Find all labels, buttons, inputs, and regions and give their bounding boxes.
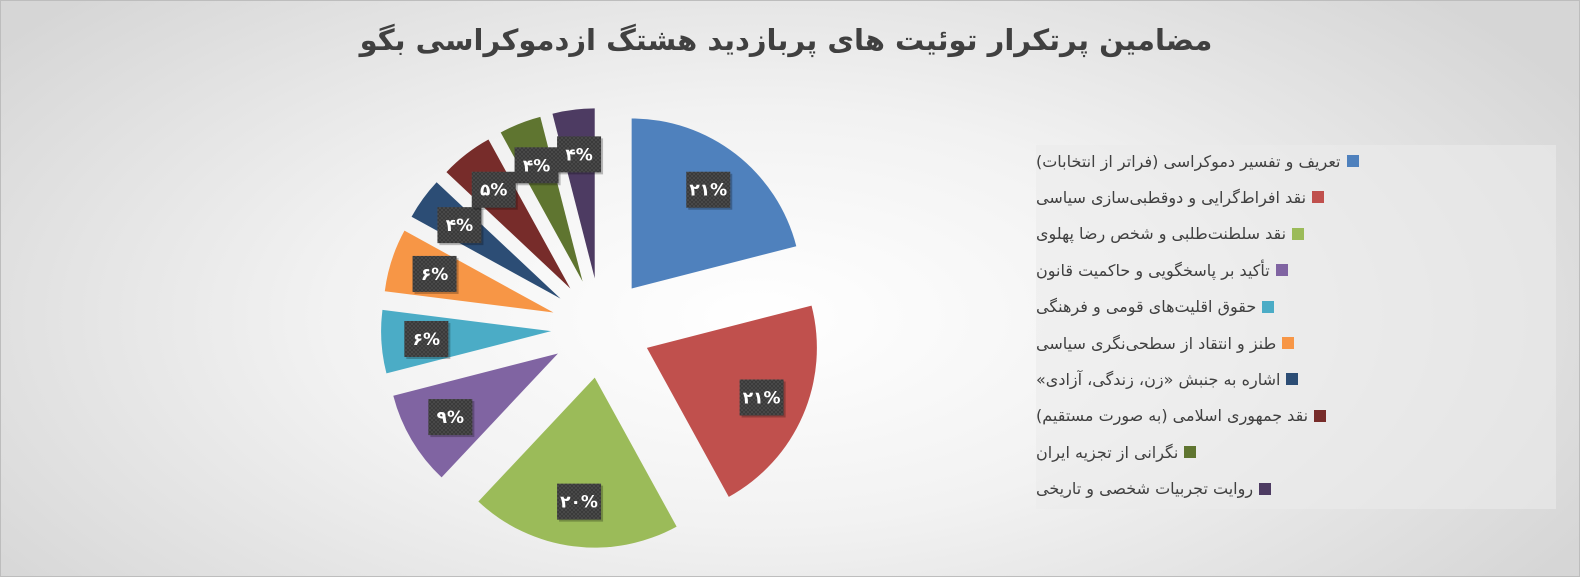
- data-label-text: ۲۱%: [689, 181, 727, 201]
- legend-label: حقوق اقلیت‌های قومی و فرهنگی: [1036, 297, 1257, 317]
- legend-item: حقوق اقلیت‌های قومی و فرهنگی: [1036, 295, 1464, 319]
- legend-label: اشاره به جنبش «زن، زندگی، آزادی»: [1036, 369, 1281, 389]
- legend-item: روایت تجربیات شخصی و تاریخی: [1036, 477, 1464, 501]
- data-label: ۹%: [428, 399, 475, 438]
- data-label-text: ۶%: [413, 330, 440, 350]
- pie-slice: [384, 230, 554, 313]
- legend-swatch: [1262, 300, 1275, 313]
- legend-item: نقد افراط‌گرایی و دوقطبی‌سازی سیاسی: [1036, 185, 1464, 209]
- pie-slice: [478, 377, 677, 548]
- legend-item: نقد سلطنت‌طلبی و شخص رضا پهلوی: [1036, 222, 1464, 246]
- legend-swatch: [1259, 482, 1272, 495]
- data-label: ۴%: [557, 136, 604, 175]
- data-label: ۴%: [437, 207, 484, 246]
- legend-item: تأکید بر پاسخگویی و حاکمیت قانون: [1036, 258, 1464, 282]
- legend-item: طنز و انتقاد از سطحی‌نگری سیاسی: [1036, 331, 1464, 355]
- data-label-text: ۴%: [565, 145, 592, 165]
- data-label: ۲۰%: [557, 483, 604, 522]
- data-label-text: ۹%: [437, 408, 464, 428]
- data-label-text: ۴%: [523, 156, 550, 176]
- legend-label: تعریف و تفسیر دموکراسی (فراتر از انتخابا…: [1036, 151, 1341, 171]
- legend-swatch: [1312, 191, 1325, 204]
- legend-swatch: [1184, 446, 1197, 459]
- data-label: ۵%: [471, 171, 518, 210]
- data-label-text: ۶%: [421, 265, 448, 285]
- legend-swatch: [1282, 337, 1295, 349]
- legend: تعریف و تفسیر دموکراسی (فراتر از انتخابا…: [1036, 145, 1556, 509]
- data-label: ۶%: [412, 255, 459, 294]
- data-label: ۲۱%: [686, 171, 733, 210]
- data-label-text: ۲۱%: [743, 389, 781, 409]
- legend-swatch: [1275, 264, 1288, 277]
- legend-label: نگرانی از تجزیه ایران: [1036, 442, 1179, 462]
- legend-label: تأکید بر پاسخگویی و حاکمیت قانون: [1036, 260, 1270, 280]
- legend-label: طنز و انتقاد از سطحی‌نگری سیاسی: [1036, 333, 1277, 353]
- pie-chart: ۲۱% ۲۱% ۲۰% ۹% ۶% ۶% ۴% ۵% ۴% ۴%: [381, 108, 817, 548]
- data-label: ۴%: [514, 147, 561, 186]
- legend-label: نقد جمهوری اسلامی (به صورت مستقیم): [1036, 406, 1309, 426]
- data-label-text: ۲۰%: [560, 493, 598, 513]
- legend-item: تعریف و تفسیر دموکراسی (فراتر از انتخابا…: [1036, 149, 1464, 173]
- legend-swatch: [1286, 373, 1299, 386]
- legend-swatch: [1346, 155, 1359, 167]
- data-label-text: ۴%: [446, 216, 473, 236]
- pie-slice: [646, 305, 817, 497]
- legend-label: نقد افراط‌گرایی و دوقطبی‌سازی سیاسی: [1036, 187, 1307, 207]
- legend-label: روایت تجربیات شخصی و تاریخی: [1036, 479, 1254, 499]
- legend-item: نقد جمهوری اسلامی (به صورت مستقیم): [1036, 404, 1464, 428]
- chart-title: مضامین پرتکرار توئیت های پربازدید هشتگ ا…: [359, 23, 1213, 57]
- legend-label: نقد سلطنت‌طلبی و شخص رضا پهلوی: [1036, 224, 1287, 244]
- data-label: ۲۱%: [739, 379, 786, 418]
- legend-item: اشاره به جنبش «زن، زندگی، آزادی»: [1036, 367, 1464, 391]
- data-label-text: ۵%: [480, 181, 507, 201]
- pie-slice: [393, 353, 558, 478]
- legend-item: نگرانی از تجزیه ایران: [1036, 440, 1464, 464]
- legend-swatch: [1314, 409, 1327, 422]
- data-label: ۶%: [404, 320, 451, 359]
- legend-swatch: [1292, 227, 1305, 240]
